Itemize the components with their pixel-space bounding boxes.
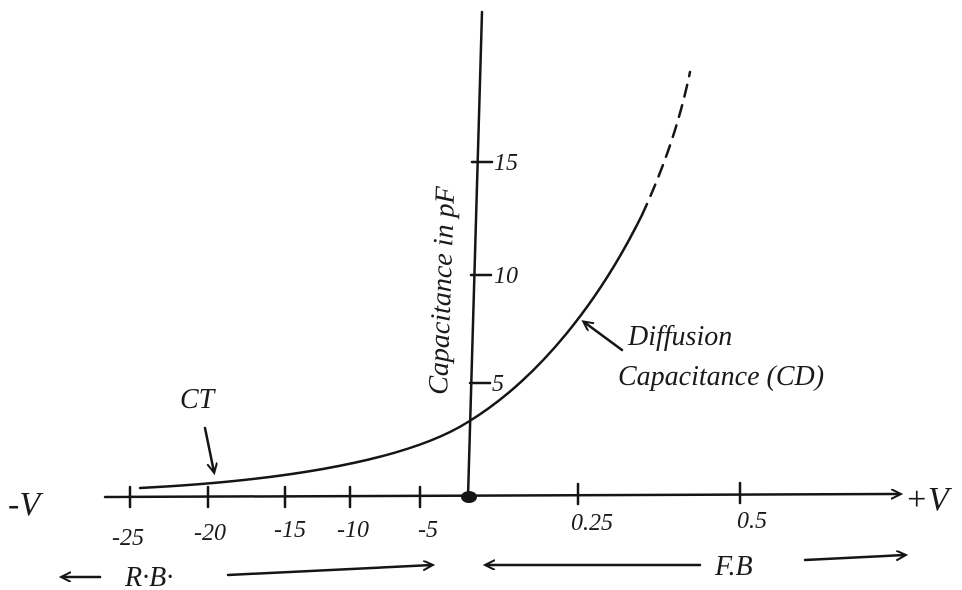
x-axis (105, 494, 900, 497)
x-tick-label: -25 (112, 525, 144, 551)
y-tick-label: 10 (494, 263, 518, 289)
x-tick-label: -5 (418, 517, 438, 543)
transition-label: CT (180, 384, 217, 415)
y-axis (468, 12, 482, 497)
x-tick-label: -15 (274, 517, 306, 543)
x-right-label: +V (905, 481, 953, 518)
reverse-bias-label: R·B· (124, 562, 173, 590)
page: {"axes": {"x_left": "-V", "x_right": "+V… (0, 0, 962, 590)
diffusion-label: Capacitance (CD) (618, 361, 824, 392)
y-tick-label: 15 (494, 150, 518, 176)
x-tick-label: 0.5 (737, 508, 767, 534)
diffusion-label: Diffusion (627, 321, 732, 352)
transition-arrow (205, 428, 214, 472)
x-tick-label: -20 (194, 520, 226, 546)
capacitance-curve (140, 215, 642, 488)
forward-bias-label: F.B (714, 551, 753, 582)
diffusion-arrow (584, 322, 622, 350)
x-left-label: -V (8, 486, 44, 523)
diagram: 15 10 5 -25 -20 -15 -10 -5 0.25 0.5 -V +… (0, 0, 962, 590)
x-tick-label: 0.25 (571, 510, 613, 536)
fb-arrow-right (805, 555, 905, 560)
y-axis-label: Capacitance in pF (423, 185, 461, 395)
x-tick-label: -10 (337, 517, 369, 543)
capacitance-curve-extension (642, 72, 690, 215)
origin (461, 491, 477, 503)
rb-arrow-right (228, 565, 432, 575)
y-tick-label: 5 (492, 371, 504, 397)
